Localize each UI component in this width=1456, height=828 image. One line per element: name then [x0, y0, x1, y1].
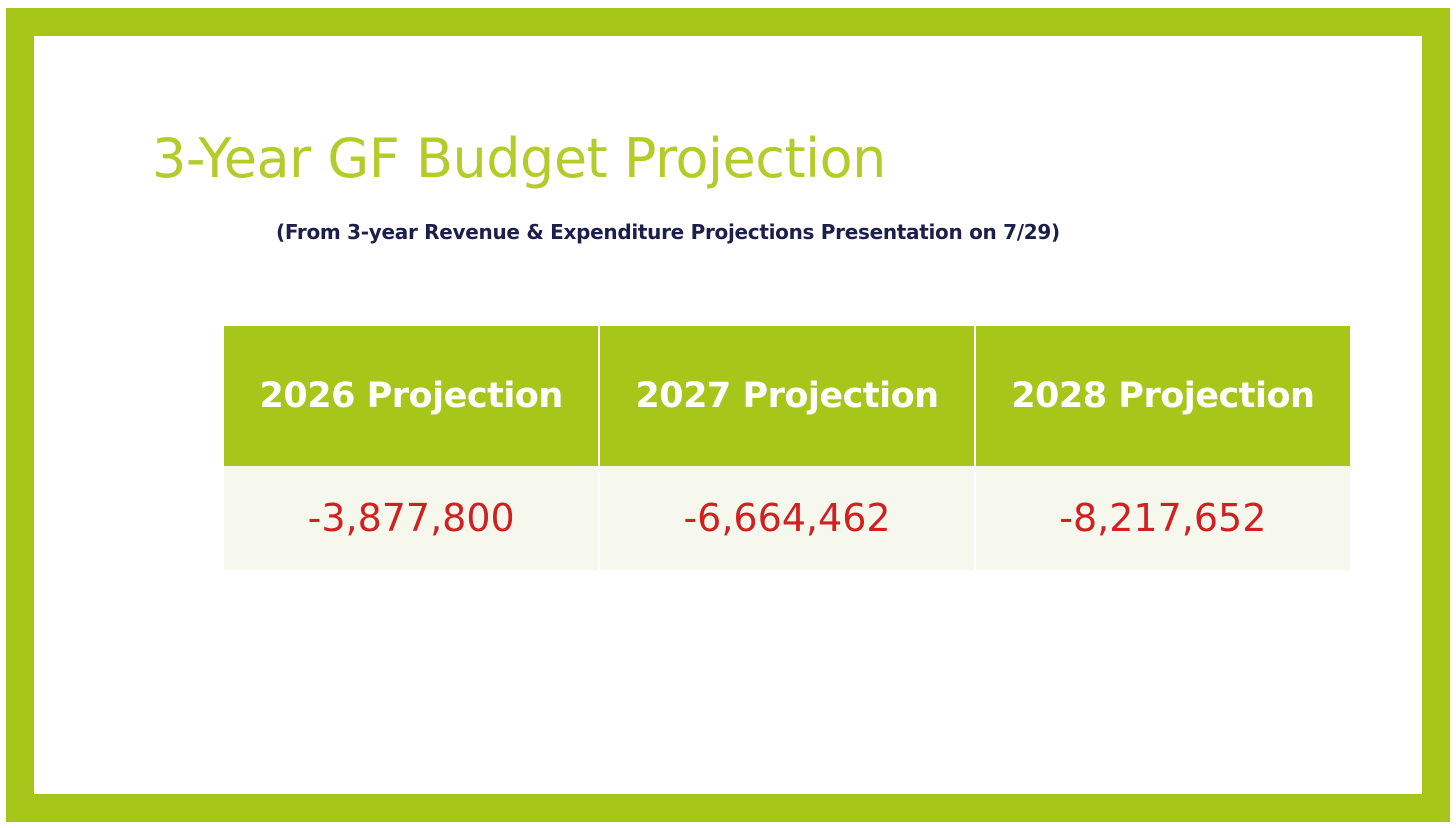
header-2027-projection: 2027 Projection [598, 326, 975, 466]
table-row: -3,877,800 -6,664,462 -8,217,652 [224, 466, 1350, 570]
table-header-row: 2026 Projection 2027 Projection 2028 Pro… [224, 326, 1350, 466]
slide-frame: 3-Year GF Budget Projection (From 3-year… [6, 8, 1450, 822]
slide-title: 3-Year GF Budget Projection [152, 127, 886, 190]
header-2026-projection: 2026 Projection [224, 326, 600, 466]
value-2028-projection: -8,217,652 [973, 466, 1350, 570]
projection-table: 2026 Projection 2027 Projection 2028 Pro… [224, 326, 1350, 570]
value-2026-projection: -3,877,800 [224, 466, 600, 570]
header-2028-projection: 2028 Projection [973, 326, 1350, 466]
value-2027-projection: -6,664,462 [598, 466, 975, 570]
slide-canvas: 3-Year GF Budget Projection (From 3-year… [34, 36, 1422, 794]
slide-subtitle: (From 3-year Revenue & Expenditure Proje… [276, 220, 1060, 244]
